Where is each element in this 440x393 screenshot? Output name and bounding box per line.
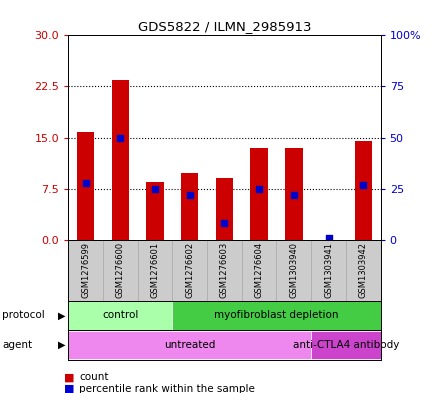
Bar <box>216 178 233 240</box>
Bar <box>355 141 372 240</box>
Text: ▶: ▶ <box>58 340 65 350</box>
Bar <box>147 182 164 240</box>
Bar <box>68 301 172 329</box>
Text: GSM1276600: GSM1276600 <box>116 242 125 298</box>
Bar <box>181 173 198 240</box>
Point <box>325 235 332 241</box>
Point <box>151 185 158 192</box>
Bar <box>77 132 94 240</box>
Bar <box>172 301 381 329</box>
Bar <box>172 240 207 301</box>
Bar <box>276 240 311 301</box>
Point <box>360 182 367 188</box>
Text: control: control <box>102 310 139 320</box>
Bar <box>311 240 346 301</box>
Text: protocol: protocol <box>2 310 45 320</box>
Bar <box>207 240 242 301</box>
Text: untreated: untreated <box>164 340 215 350</box>
Point <box>290 192 297 198</box>
Text: myofibroblast depletion: myofibroblast depletion <box>214 310 339 320</box>
Bar <box>346 240 381 301</box>
Point <box>117 134 124 141</box>
Point <box>256 185 263 192</box>
Bar <box>242 240 276 301</box>
Text: agent: agent <box>2 340 32 350</box>
Text: anti-CTLA4 antibody: anti-CTLA4 antibody <box>293 340 399 350</box>
Text: GSM1303942: GSM1303942 <box>359 242 368 298</box>
Text: GSM1303941: GSM1303941 <box>324 242 333 298</box>
Title: GDS5822 / ILMN_2985913: GDS5822 / ILMN_2985913 <box>138 20 311 33</box>
Text: GSM1303940: GSM1303940 <box>290 242 298 298</box>
Bar <box>285 148 303 240</box>
Text: ▶: ▶ <box>58 310 65 320</box>
Bar <box>311 331 381 359</box>
Text: count: count <box>79 372 109 382</box>
Bar <box>138 240 172 301</box>
Text: percentile rank within the sample: percentile rank within the sample <box>79 384 255 393</box>
Text: GSM1276599: GSM1276599 <box>81 242 90 298</box>
Bar <box>250 148 268 240</box>
Point <box>82 179 89 185</box>
Bar <box>112 80 129 240</box>
Text: GSM1276604: GSM1276604 <box>255 242 264 298</box>
Text: ■: ■ <box>64 372 74 382</box>
Point <box>221 220 228 226</box>
Bar <box>68 331 311 359</box>
Text: GSM1276601: GSM1276601 <box>150 242 159 298</box>
Text: GSM1276603: GSM1276603 <box>220 242 229 298</box>
Text: ■: ■ <box>64 384 74 393</box>
Bar <box>68 240 103 301</box>
Text: GSM1276602: GSM1276602 <box>185 242 194 298</box>
Bar <box>103 240 138 301</box>
Point <box>186 192 193 198</box>
